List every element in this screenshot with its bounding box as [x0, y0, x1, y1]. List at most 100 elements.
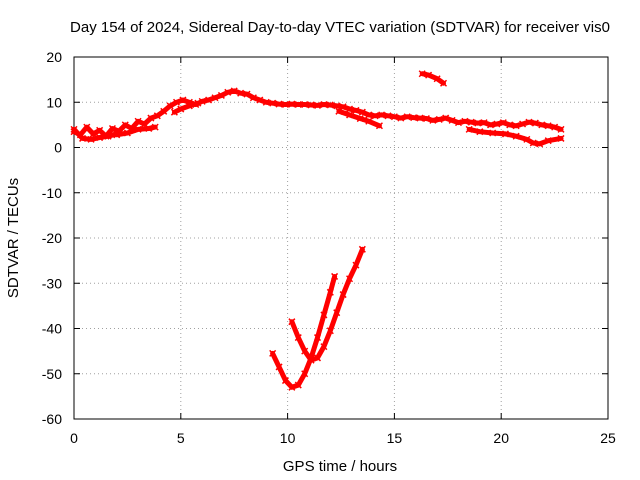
data-point — [557, 134, 565, 142]
data-point — [179, 96, 187, 104]
series-lower-branch-b — [113, 123, 159, 139]
data-point — [307, 101, 315, 109]
data-point — [249, 94, 257, 102]
y-tick-labels: -60 -50 -40 -30 -20 -10 0 10 20 — [42, 49, 62, 427]
data-point — [506, 121, 514, 129]
data-point — [422, 115, 430, 123]
data-point — [429, 116, 437, 124]
data-point — [177, 105, 185, 113]
series-dip-9h — [170, 99, 202, 116]
data-point — [416, 114, 424, 122]
series-line — [289, 246, 365, 363]
data-point — [185, 102, 193, 110]
data-point — [123, 129, 131, 137]
data-point — [269, 349, 277, 357]
data-point — [365, 111, 373, 119]
data-point — [531, 119, 539, 127]
data-point — [439, 79, 448, 87]
data-point — [320, 311, 328, 319]
data-point — [256, 96, 264, 104]
data-point — [390, 113, 398, 121]
data-point — [301, 370, 309, 378]
data-point — [536, 140, 544, 148]
data-point — [147, 114, 155, 122]
data-point — [313, 334, 322, 342]
data-point — [281, 377, 289, 385]
data-point — [512, 122, 520, 130]
data-point — [166, 102, 174, 110]
data-point — [525, 118, 533, 126]
y-tick-label: -40 — [42, 321, 62, 337]
data-point — [358, 108, 366, 116]
data-point — [211, 94, 219, 102]
data-point — [307, 356, 315, 364]
x-axis-title: GPS time / hours — [283, 458, 397, 475]
data-point — [356, 115, 364, 123]
data-point — [480, 119, 488, 127]
data-point — [313, 354, 322, 362]
data-point — [486, 121, 495, 129]
data-point — [326, 101, 334, 109]
data-point — [442, 114, 450, 122]
data-point — [243, 90, 251, 98]
data-point — [335, 107, 343, 115]
data-point — [346, 105, 354, 113]
data-point — [538, 121, 546, 129]
y-tick-label: -50 — [42, 366, 62, 382]
data-point — [557, 125, 565, 133]
data-point — [134, 117, 142, 125]
data-point — [346, 275, 354, 283]
data-point — [134, 125, 142, 133]
data-point — [79, 134, 87, 142]
data-point — [326, 327, 334, 335]
data-point — [194, 99, 202, 107]
data-point — [217, 91, 225, 99]
data-point — [474, 119, 482, 127]
data-point — [121, 121, 129, 129]
data-point — [403, 113, 411, 121]
series-main-band — [70, 87, 565, 140]
data-point — [320, 100, 328, 109]
data-point — [281, 100, 289, 109]
data-point — [275, 100, 283, 108]
y-axis-title: SDTVAR / TECUs — [5, 178, 22, 298]
data-point — [551, 123, 559, 131]
data-point — [326, 288, 334, 296]
data-point — [70, 125, 78, 133]
data-point — [501, 130, 510, 138]
y-tick-label: -10 — [42, 185, 62, 201]
data-point — [313, 101, 322, 109]
series-dip-18h — [465, 125, 565, 148]
data-point — [288, 383, 296, 391]
series-low-arc-2 — [288, 245, 366, 364]
data-point — [358, 245, 366, 253]
axis-ticks — [73, 56, 609, 420]
data-point — [288, 318, 296, 326]
data-point — [378, 111, 386, 119]
data-point — [262, 98, 270, 106]
data-point — [333, 309, 341, 317]
data-point — [230, 87, 238, 95]
data-point — [529, 139, 537, 147]
x-tick-label: 20 — [493, 430, 509, 446]
x-tick-label: 0 — [70, 430, 78, 446]
data-point — [352, 106, 360, 114]
data-point — [461, 117, 469, 125]
data-point — [224, 88, 232, 96]
data-point — [104, 132, 112, 140]
data-point — [523, 135, 531, 143]
grid-lines — [74, 57, 608, 419]
data-point — [435, 115, 443, 123]
data-series — [70, 70, 565, 391]
data-point — [418, 70, 426, 78]
data-point — [145, 124, 153, 133]
x-tick-label: 5 — [177, 430, 185, 446]
data-point — [237, 89, 245, 97]
series-line — [270, 274, 338, 390]
data-point — [476, 128, 484, 136]
data-point — [294, 381, 302, 389]
series-line — [466, 126, 564, 147]
data-point — [352, 261, 360, 269]
data-point — [499, 119, 507, 127]
x-tick-label: 25 — [600, 430, 616, 446]
